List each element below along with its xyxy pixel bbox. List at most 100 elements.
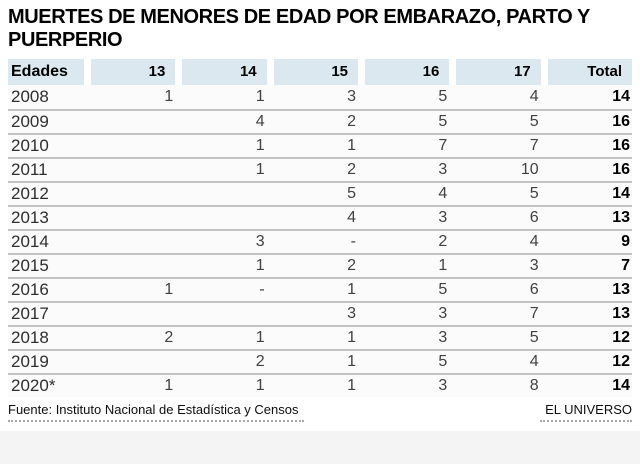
row-total: 7	[621, 257, 630, 274]
row-value: 4	[529, 233, 539, 250]
row-value: 3	[255, 233, 265, 250]
table-row: 2017 3 3 7 13	[8, 301, 632, 325]
ghost-artifact-row	[8, 419, 632, 422]
row-total: 13	[612, 281, 630, 298]
row-year: 2012	[11, 184, 49, 203]
row-value: 1	[255, 377, 265, 394]
bottom-band	[0, 431, 640, 464]
column-header-total: Total	[540, 59, 632, 85]
row-year: 2019	[11, 352, 49, 371]
chart-title: MUERTES DE MENORES DE EDAD POR EMBARAZO,…	[8, 6, 590, 51]
table-row: 2009 4 2 5 5 16	[8, 109, 632, 133]
row-value: -	[350, 233, 356, 250]
row-value: 3	[347, 88, 356, 105]
row-total: 16	[612, 161, 630, 178]
column-header-17: 17	[449, 59, 541, 85]
table-row: 2008 1 1 3 5 4 14	[8, 85, 632, 109]
row-value: 3	[438, 377, 448, 394]
table-row: 2019 2 1 5 4 12	[8, 349, 632, 373]
row-value: 4	[529, 88, 539, 105]
table-row: 2020* 1 1 1 3 8 14	[8, 373, 632, 397]
row-value: 2	[347, 161, 356, 178]
row-value: 7	[438, 137, 448, 154]
row-value: 7	[529, 137, 539, 154]
row-total: 13	[612, 209, 630, 226]
row-value: 2	[438, 233, 448, 250]
row-value: 5	[347, 185, 356, 202]
column-header-edades: Edades	[8, 59, 84, 85]
row-value: 2	[347, 257, 356, 274]
row-value: 3	[438, 209, 448, 226]
row-value: 4	[347, 209, 356, 226]
row-value: 5	[529, 185, 539, 202]
row-value: 1	[164, 281, 174, 298]
table-row: 2013 4 3 6 13	[8, 205, 632, 229]
row-value: 4	[255, 113, 265, 130]
row-year: 2016	[11, 280, 49, 299]
row-value: 2	[164, 329, 174, 346]
row-value: 5	[529, 113, 539, 130]
column-header-15: 15	[266, 59, 358, 85]
row-value: 3	[347, 305, 356, 322]
row-year: 2009	[11, 112, 49, 131]
row-total: 12	[612, 353, 630, 370]
row-value: 6	[529, 209, 539, 226]
publisher-credit: EL UNIVERSO	[545, 402, 632, 417]
row-value: 1	[347, 329, 356, 346]
row-year: 2008	[11, 87, 49, 106]
row-value: 3	[438, 161, 448, 178]
row-value: -	[259, 281, 265, 298]
table-row: 2012 5 4 5 14	[8, 181, 632, 205]
row-value: 2	[347, 113, 356, 130]
row-total: 9	[621, 233, 630, 250]
row-total: 12	[612, 329, 630, 346]
row-value: 7	[529, 305, 539, 322]
row-year: 2017	[11, 304, 49, 323]
table-row: 2011 1 2 3 10 16	[8, 157, 632, 181]
column-header-16: 16	[358, 59, 450, 85]
row-total: 16	[612, 113, 630, 130]
row-value: 10	[520, 161, 539, 178]
row-year: 2013	[11, 208, 49, 227]
ghost-dotted-line-right	[540, 419, 632, 422]
row-value: 1	[255, 88, 265, 105]
row-total: 14	[612, 88, 630, 105]
table-row: 2018 2 1 1 3 5 12	[8, 325, 632, 349]
source-note: Fuente: Instituto Nacional de Estadístic…	[8, 402, 299, 417]
row-value: 3	[438, 305, 448, 322]
row-year: 2014	[11, 232, 49, 251]
row-year: 2020*	[11, 376, 56, 395]
footer: Fuente: Instituto Nacional de Estadístic…	[8, 402, 632, 417]
row-total: 14	[612, 377, 630, 394]
row-total: 13	[612, 305, 630, 322]
row-value: 1	[347, 377, 356, 394]
row-value: 1	[438, 257, 448, 274]
table-row: 2014 3 - 2 4 9	[8, 229, 632, 253]
row-value: 5	[438, 281, 448, 298]
content-area: MUERTES DE MENORES DE EDAD POR EMBARAZO,…	[8, 6, 632, 422]
row-value: 2	[255, 353, 265, 370]
row-value: 5	[438, 88, 448, 105]
row-value: 5	[438, 353, 448, 370]
column-header-13: 13	[84, 59, 176, 85]
row-value: 1	[347, 281, 356, 298]
table-row: 2015 1 2 1 3 7	[8, 253, 632, 277]
table-row: 2016 1 - 1 5 6 13	[8, 277, 632, 301]
row-value: 1	[255, 161, 265, 178]
row-value: 6	[529, 281, 539, 298]
row-total: 16	[612, 137, 630, 154]
row-value: 5	[438, 113, 448, 130]
ghost-dotted-line-left	[8, 419, 304, 422]
row-year: 2015	[11, 256, 49, 275]
row-value: 1	[255, 257, 265, 274]
row-value: 1	[164, 377, 174, 394]
row-value: 4	[529, 353, 539, 370]
row-value: 1	[164, 88, 174, 105]
table-row: 2010 1 1 7 7 16	[8, 133, 632, 157]
row-value: 8	[529, 377, 539, 394]
row-value: 5	[529, 329, 539, 346]
row-value: 1	[255, 137, 265, 154]
row-value: 4	[438, 185, 448, 202]
column-header-14: 14	[175, 59, 267, 85]
